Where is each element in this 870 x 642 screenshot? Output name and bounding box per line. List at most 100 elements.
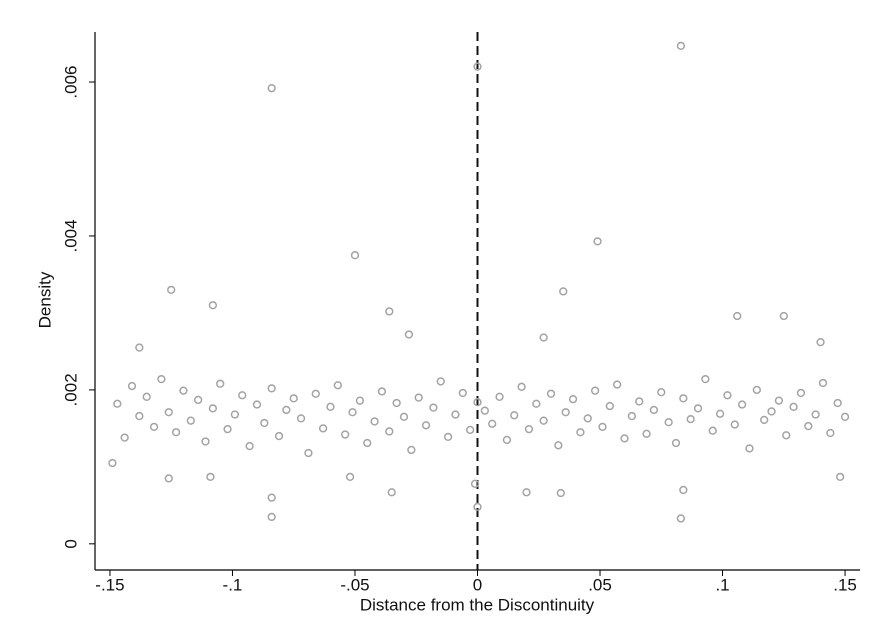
point [561,408,570,417]
point [676,41,686,51]
point [576,428,585,437]
point [752,385,761,395]
point [767,407,776,416]
x-tick-label: -.1 [223,575,243,594]
point [201,437,210,446]
point [363,438,372,448]
point [556,488,565,498]
point [627,411,637,421]
point [267,84,276,93]
point [522,488,531,497]
point [546,389,556,398]
point [465,425,475,435]
x-tick-label: -.15 [95,575,124,594]
point [473,398,482,407]
point [350,251,360,260]
point [296,414,306,423]
point [811,410,820,419]
point [818,378,828,388]
point [642,429,651,438]
point [157,374,166,384]
y-tick-label: .002 [61,373,80,406]
point [598,422,607,431]
point [164,408,173,417]
point [194,395,203,405]
point [480,406,490,415]
point [539,333,548,342]
point [230,410,240,419]
point [470,479,480,488]
y-tick-label: .006 [61,65,80,98]
point [613,380,622,389]
point [252,400,262,409]
point [149,422,159,431]
point [451,410,460,419]
point [671,438,681,448]
point [355,396,365,405]
point [559,287,568,296]
point [502,435,512,445]
point [385,427,394,436]
point [208,301,218,310]
point [421,421,431,430]
point [723,391,732,400]
point [260,418,269,428]
point [142,392,151,401]
point [708,426,717,435]
point [267,512,276,522]
point [206,472,215,482]
point [348,408,357,417]
point [789,402,798,411]
point [635,397,644,406]
point [289,394,298,403]
point [816,338,825,347]
point [620,434,629,443]
x-tick-label: .15 [833,575,857,594]
point [404,330,414,339]
point [135,411,144,421]
point [760,415,769,425]
point [167,285,176,294]
point [345,472,355,482]
point [135,343,144,352]
point [833,398,842,408]
point [318,424,328,433]
point [583,414,592,423]
point [186,416,195,425]
point [779,311,788,321]
point [686,414,695,424]
point [737,400,747,409]
x-tick-label: 0 [473,575,482,594]
point [782,431,791,440]
point [120,433,129,442]
point [590,386,600,395]
point [171,428,181,437]
point [517,382,526,391]
x-axis-title: Distance from the Discontinuity [360,595,595,614]
point [341,430,350,439]
point [311,389,320,398]
point [510,411,519,420]
point [370,417,379,426]
point [532,399,541,408]
point [238,391,247,400]
point [387,488,396,497]
point [649,405,659,415]
y-tick-label: 0 [61,539,80,548]
point [245,441,254,451]
point [113,399,122,408]
point [377,387,387,396]
point [179,386,188,395]
point [414,393,423,402]
point [473,62,482,71]
point [539,416,548,425]
point [108,458,117,468]
point [216,379,225,388]
x-tick-label: .1 [715,575,729,594]
point [267,493,276,502]
point [282,405,291,415]
point [676,514,686,523]
point [488,419,497,428]
point [679,485,688,495]
point [605,401,614,411]
